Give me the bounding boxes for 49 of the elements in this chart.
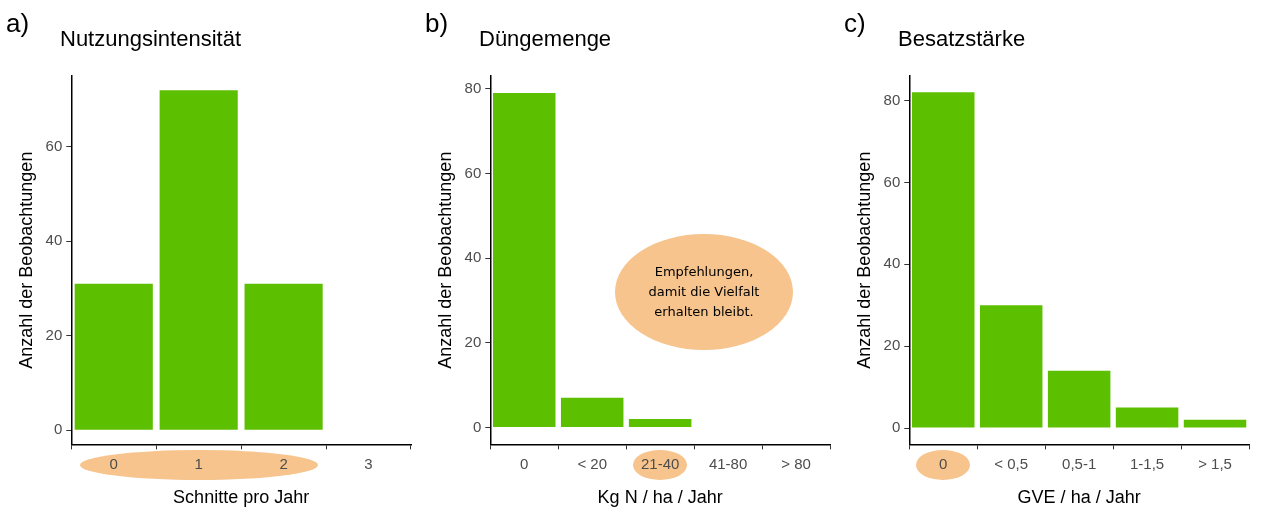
y-axis-title: Anzahl der Beobachtungen [853,151,874,369]
x-tick-label: 1 [194,454,203,472]
chart-title: Düngemenge [479,26,612,52]
text: c) [844,8,866,39]
x-tick-label: 0 [939,454,948,472]
y-tick-label: 20 [45,325,63,343]
y-tick-label: 60 [464,163,482,181]
x-tick-label: 1-1,5 [1129,454,1165,472]
x-tick-label: < 20 [577,454,608,472]
y-axis-title: Anzahl der Beobachtungen [15,151,36,369]
x-tick-label: 0 [520,454,529,472]
y-tick-label: 20 [883,336,901,354]
y-tick-label: 0 [472,417,482,435]
x-tick-label: < 0,5 [994,454,1029,472]
y-tick-label: 80 [464,78,482,96]
y-tick-label: 60 [883,172,901,190]
x-tick-label: 2 [279,454,288,472]
bar [1115,407,1179,428]
y-tick-label: 40 [45,231,63,249]
x-axis-title: Kg N / ha / Jahr [597,487,723,508]
bar [493,92,556,427]
text: a) [6,8,30,39]
y-tick-label: 20 [464,332,482,350]
bar [1047,370,1111,428]
bar [560,397,624,427]
x-tick-label: > 1,5 [1198,454,1232,472]
y-tick-label: 80 [883,90,901,108]
x-tick-label: 21-40 [640,454,680,472]
x-axis-title: GVE / ha / Jahr [1017,487,1141,508]
x-tick-label: 0 [109,454,118,472]
y-tick-label: 60 [45,136,63,154]
bar [1183,419,1247,428]
text: b) [425,8,449,39]
y-tick-label: 0 [53,420,63,438]
y-axis-title: Anzahl der Beobachtungen [434,151,455,369]
chart-title: Nutzungsintensität [60,26,241,52]
chart-title: Besatzstärke [898,26,1026,52]
y-tick-label: 40 [883,254,901,272]
bar [628,418,692,427]
x-tick-label: 41-80 [708,454,748,472]
y-tick-label: 0 [891,418,901,436]
x-tick-label: > 80 [781,454,811,472]
bar [979,305,1043,428]
x-tick-label: 0,5-1 [1062,454,1097,472]
annotation: Empfehlungen, damit die Vielfalt erhalten bleibt. [647,263,761,321]
x-axis-title: Schnitte pro Jahr [173,487,310,508]
x-tick-label: 3 [364,454,373,472]
y-tick-label: 40 [464,248,482,266]
bar [912,92,975,428]
